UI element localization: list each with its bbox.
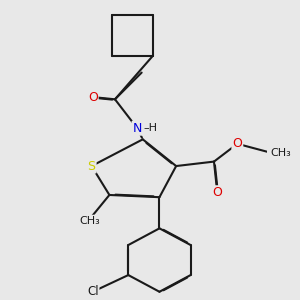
- Text: O: O: [88, 91, 98, 103]
- Text: O: O: [232, 137, 242, 150]
- Text: CH₃: CH₃: [79, 216, 100, 226]
- Text: –H: –H: [144, 123, 158, 133]
- Text: CH₃: CH₃: [271, 148, 292, 158]
- Text: Cl: Cl: [87, 285, 98, 298]
- Text: S: S: [88, 160, 96, 172]
- Text: O: O: [212, 186, 222, 199]
- Text: N: N: [133, 122, 142, 135]
